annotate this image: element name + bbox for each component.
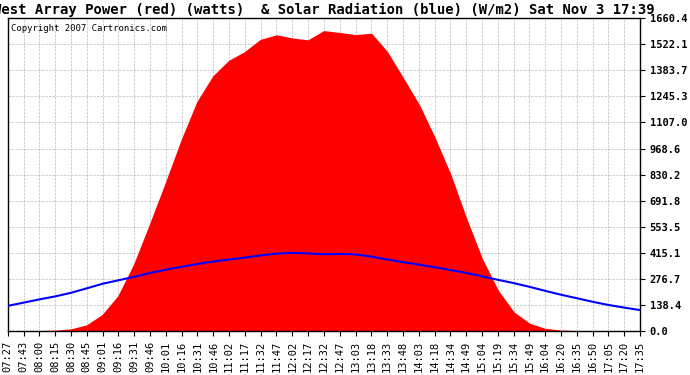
- Title: West Array Power (red) (watts)  & Solar Radiation (blue) (W/m2) Sat Nov 3 17:39: West Array Power (red) (watts) & Solar R…: [0, 3, 655, 17]
- Text: Copyright 2007 Cartronics.com: Copyright 2007 Cartronics.com: [11, 24, 167, 33]
